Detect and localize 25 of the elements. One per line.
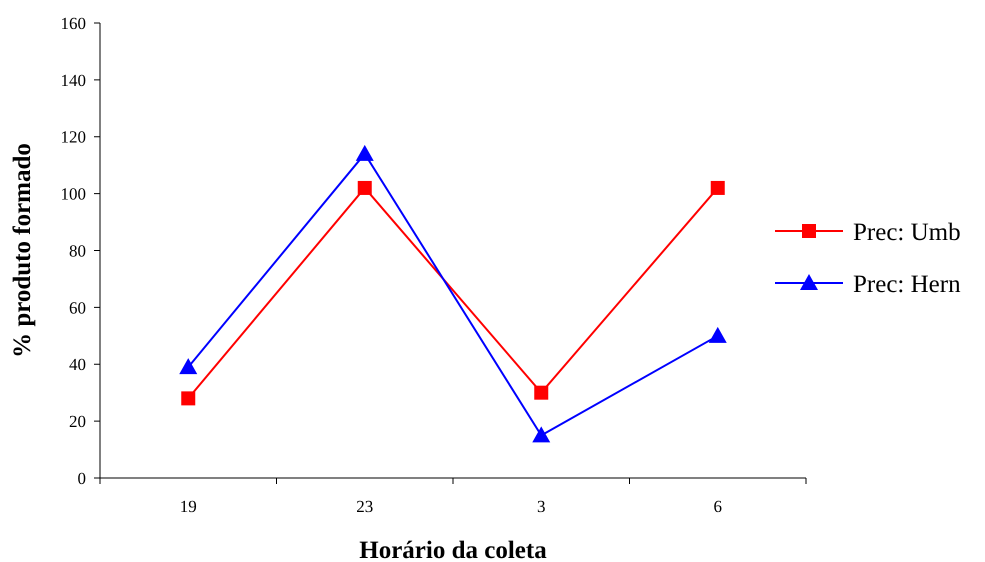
- point: [532, 426, 550, 442]
- y-tick-label: 20: [69, 412, 86, 432]
- point: [710, 180, 725, 195]
- x-tick-label: 23: [356, 497, 374, 516]
- y-tick-label: 160: [60, 14, 86, 33]
- y-tick-label: 40: [69, 355, 86, 374]
- point: [534, 386, 548, 400]
- x-tick-label: 19: [180, 497, 197, 516]
- y-tick-label: 80: [69, 241, 86, 260]
- point: [179, 358, 198, 374]
- y-tick-label: 60: [69, 298, 86, 318]
- point: [708, 326, 727, 343]
- legend-label: Prec: Hern: [853, 270, 962, 298]
- y-tick-label: 0: [78, 468, 86, 488]
- y-axis-title: % produto formado: [9, 143, 36, 358]
- point: [356, 144, 374, 161]
- x-tick-label: 3: [537, 497, 546, 516]
- x-tick-label: 6: [714, 497, 722, 516]
- y-tick-label: 100: [60, 184, 86, 204]
- y-tick-label: 140: [60, 70, 86, 90]
- y-tick-label: 120: [60, 128, 86, 147]
- x-axis-title: Horário da coleta: [359, 537, 548, 562]
- point: [358, 180, 372, 195]
- legend-label: Prec: Umb: [853, 218, 961, 246]
- point: [181, 391, 196, 406]
